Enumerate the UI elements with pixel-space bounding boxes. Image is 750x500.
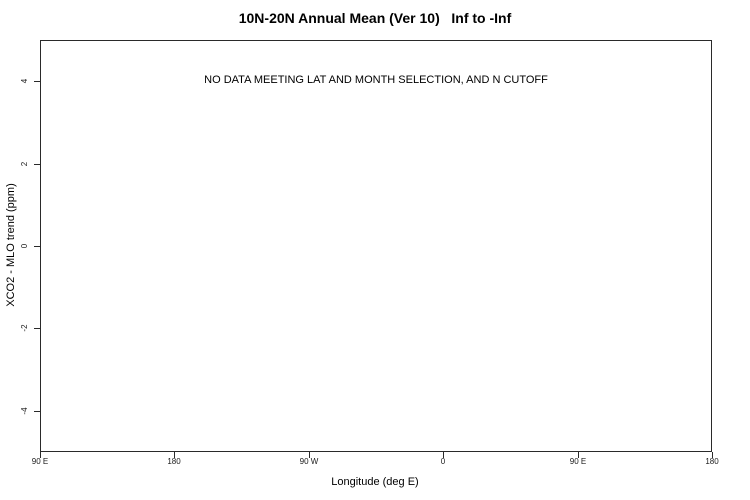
y-tick-mark (34, 81, 40, 82)
x-tick-label: 0 (440, 457, 446, 466)
y-tick-mark (34, 411, 40, 412)
x-tick-label: 180 (705, 457, 719, 466)
y-tick-mark (34, 246, 40, 247)
y-tick-label: 4 (20, 78, 29, 84)
x-axis-label: Longitude (deg E) (331, 476, 419, 488)
x-tick-mark (443, 452, 444, 458)
x-tick-mark (578, 452, 579, 458)
x-tick-mark (40, 452, 41, 458)
y-tick-mark (34, 164, 40, 165)
x-tick-mark (174, 452, 175, 458)
plot-area: NO DATA MEETING LAT AND MONTH SELECTION,… (40, 40, 712, 452)
x-tick-mark (309, 452, 310, 458)
y-tick-mark (34, 328, 40, 329)
y-tick-label: 0 (20, 243, 29, 249)
x-tick-label: 90 E (31, 457, 49, 466)
y-tick-label: -2 (20, 324, 29, 332)
x-tick-mark (712, 452, 713, 458)
x-tick-label: 180 (167, 457, 181, 466)
y-tick-label: 2 (20, 161, 29, 167)
x-tick-label: 90 W (299, 457, 319, 466)
x-tick-label: 90 E (569, 457, 587, 466)
y-tick-label: -4 (20, 407, 29, 415)
no-data-message: NO DATA MEETING LAT AND MONTH SELECTION,… (204, 74, 548, 86)
chart-title: 10N-20N Annual Mean (Ver 10) Inf to -Inf (238, 10, 512, 26)
